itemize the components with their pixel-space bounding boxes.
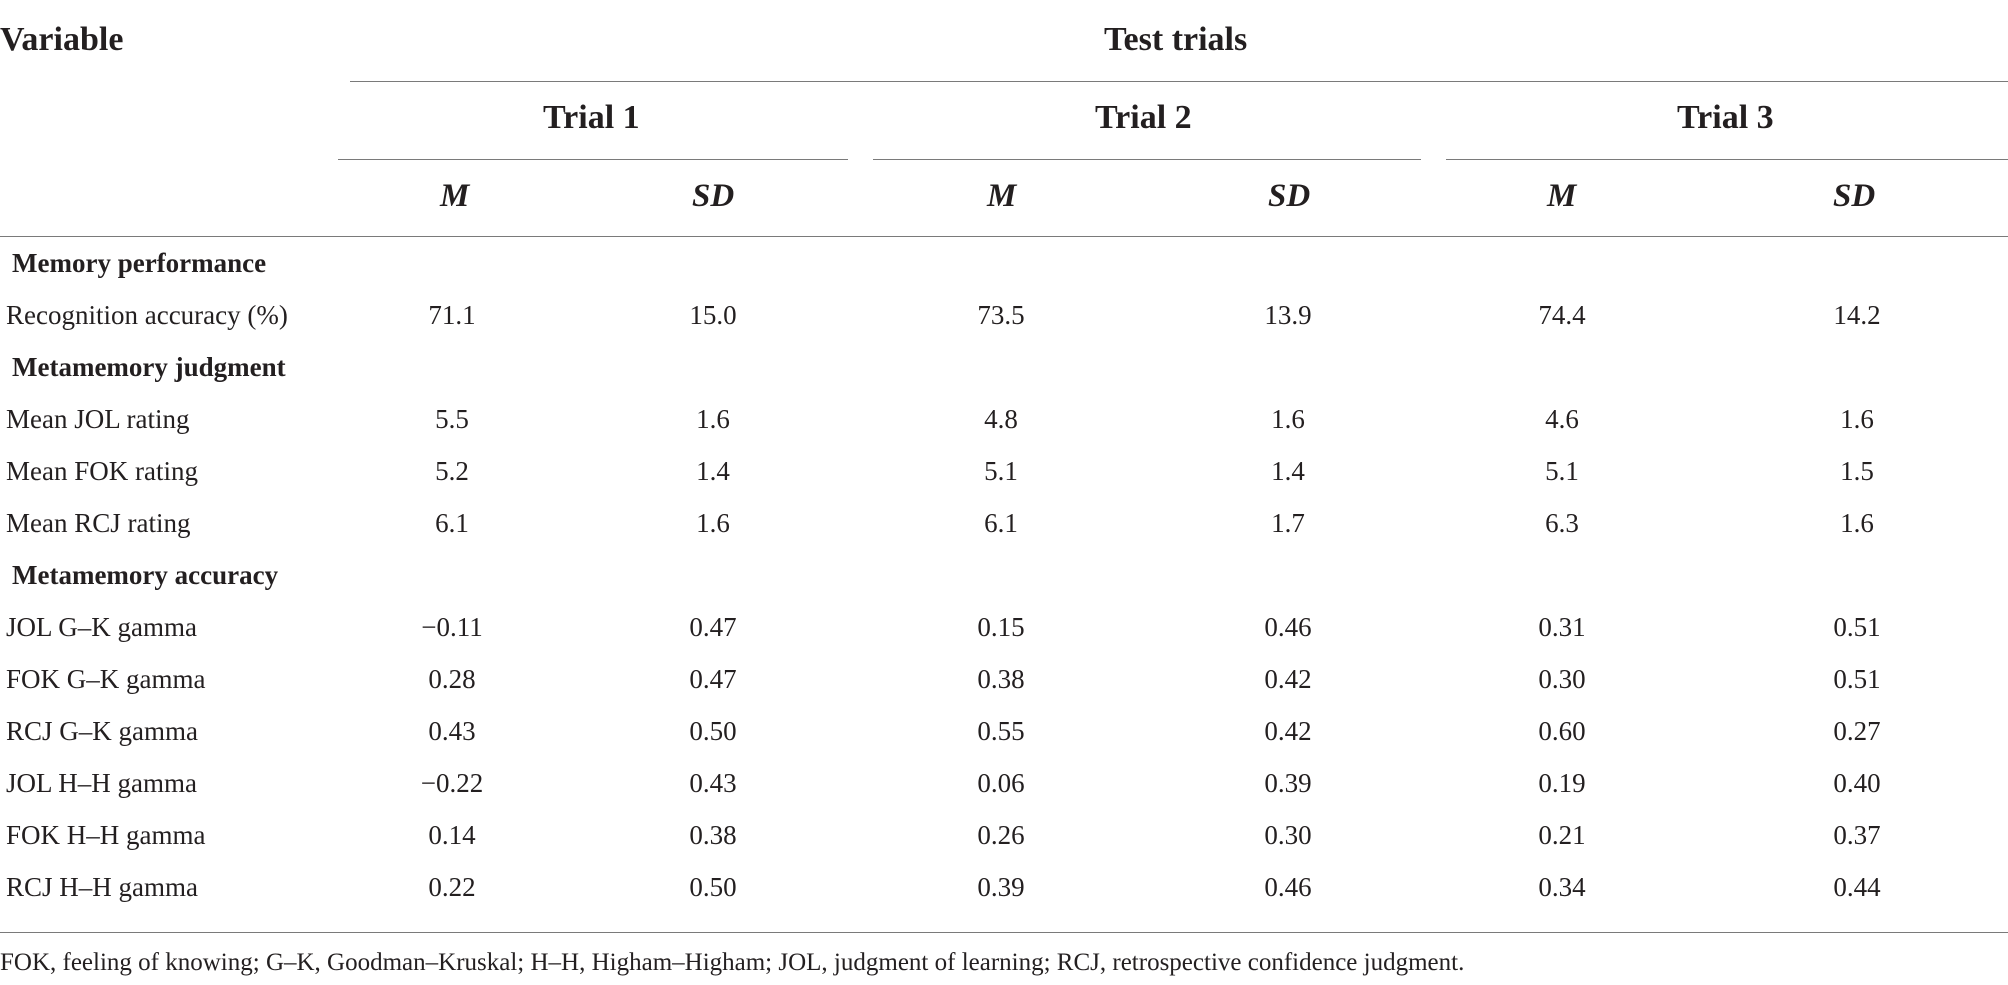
table-cell: 0.51	[1833, 664, 1881, 694]
table-cell: 1.4	[1271, 456, 1305, 486]
table-cell: 73.5	[977, 300, 1025, 330]
table-cell: 0.44	[1833, 872, 1881, 902]
table-cell: 6.3	[1545, 508, 1579, 538]
trial-3-sd-header: SD	[1833, 178, 1876, 214]
table-cell: −0.11	[421, 612, 483, 642]
table-cell: 0.27	[1833, 716, 1881, 746]
table-cell: 0.21	[1538, 820, 1586, 850]
table-cell: 0.43	[428, 716, 476, 746]
trial-2-m-header: M	[987, 178, 1017, 214]
table-cell: 5.1	[1545, 456, 1579, 486]
section-title: Metamemory judgment	[12, 352, 286, 382]
section-title: Memory performance	[12, 248, 267, 278]
group-header: Test trials	[1104, 21, 1248, 58]
table-cell: 1.6	[696, 404, 730, 434]
table-cell: 1.6	[1271, 404, 1305, 434]
table-cell: 0.47	[689, 612, 737, 642]
row-label: FOK H–H gamma	[6, 820, 206, 850]
table-cell: 15.0	[689, 300, 737, 330]
table-cell: 5.5	[435, 404, 469, 434]
trial-2-header: Trial 2	[1095, 99, 1192, 136]
table-cell: 6.1	[435, 508, 469, 538]
table-cell: 0.46	[1264, 612, 1312, 642]
table-cell: −0.22	[420, 768, 484, 798]
trial-1-sd-header: SD	[692, 178, 735, 214]
table-cell: 6.1	[984, 508, 1018, 538]
table-cell: 0.19	[1538, 768, 1586, 798]
table-cell: 1.6	[1840, 404, 1874, 434]
table-cell: 0.28	[428, 664, 476, 694]
table-cell: 0.38	[977, 664, 1025, 694]
table-cell: 0.40	[1833, 768, 1881, 798]
table-cell: 0.39	[1264, 768, 1312, 798]
row-label: Mean FOK rating	[6, 456, 198, 486]
row-label: RCJ G–K gamma	[6, 716, 198, 746]
trial-3-header: Trial 3	[1677, 99, 1774, 136]
trial-2-rule	[873, 159, 1421, 160]
row-label: Mean JOL rating	[6, 404, 190, 434]
table-cell: 1.6	[1840, 508, 1874, 538]
table-cell: 74.4	[1538, 300, 1586, 330]
table-cell: 0.15	[977, 612, 1025, 642]
trial-1-header: Trial 1	[543, 99, 640, 136]
table-bottom-rule	[0, 932, 2008, 933]
table-cell: 5.2	[435, 456, 469, 486]
table-cell: 0.50	[689, 872, 737, 902]
table-cell: 0.60	[1538, 716, 1586, 746]
group-rule	[350, 81, 2008, 82]
table-cell: 14.2	[1833, 300, 1881, 330]
row-label: Recognition accuracy (%)	[6, 300, 288, 330]
table-cell: 5.1	[984, 456, 1018, 486]
table-cell: 0.39	[977, 872, 1025, 902]
trial-1-rule	[338, 159, 848, 160]
row-label: JOL H–H gamma	[6, 768, 197, 798]
table-cell: 71.1	[428, 300, 476, 330]
table-cell: 0.22	[428, 872, 476, 902]
table-cell: 1.7	[1271, 508, 1305, 538]
table-cell: 0.34	[1538, 872, 1586, 902]
row-label: RCJ H–H gamma	[6, 872, 198, 902]
table-cell: 0.46	[1264, 872, 1312, 902]
table-cell: 0.51	[1833, 612, 1881, 642]
table-cell: 0.30	[1264, 820, 1312, 850]
table-footnote: FOK, feeling of knowing; G–K, Goodman–Kr…	[0, 949, 1465, 976]
header-bottom-rule	[0, 236, 2008, 237]
table-cell: 1.6	[696, 508, 730, 538]
table-cell: 0.06	[977, 768, 1025, 798]
table-cell: 0.31	[1538, 612, 1586, 642]
table-cell: 0.50	[689, 716, 737, 746]
table-cell: 0.55	[977, 716, 1025, 746]
table-cell: 1.5	[1840, 456, 1874, 486]
row-label: JOL G–K gamma	[6, 612, 197, 642]
table-cell: 0.47	[689, 664, 737, 694]
table-cell: 4.6	[1545, 404, 1579, 434]
table-cell: 0.38	[689, 820, 737, 850]
row-label: Mean RCJ rating	[6, 508, 191, 538]
table-cell: 0.43	[689, 768, 737, 798]
table-cell: 0.30	[1538, 664, 1586, 694]
table-cell: 0.42	[1264, 664, 1312, 694]
trial-3-rule	[1446, 159, 2008, 160]
table-cell: 1.4	[696, 456, 730, 486]
trial-1-m-header: M	[440, 178, 470, 214]
table-cell: 0.37	[1833, 820, 1881, 850]
row-label: FOK G–K gamma	[6, 664, 206, 694]
table-cell: 0.14	[428, 820, 476, 850]
section-title: Metamemory accuracy	[12, 560, 279, 590]
variable-header: Variable	[0, 21, 124, 58]
trial-3-m-header: M	[1547, 178, 1577, 214]
table-cell: 0.26	[977, 820, 1025, 850]
table-cell: 0.42	[1264, 716, 1312, 746]
trial-2-sd-header: SD	[1268, 178, 1311, 214]
table-cell: 13.9	[1264, 300, 1312, 330]
table-cell: 4.8	[984, 404, 1018, 434]
